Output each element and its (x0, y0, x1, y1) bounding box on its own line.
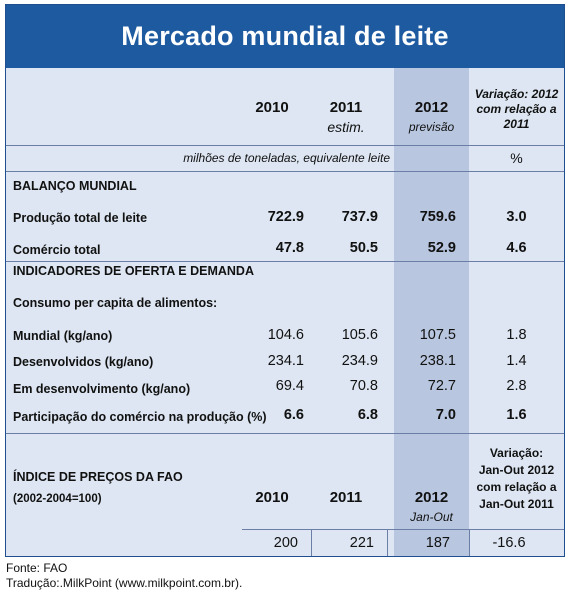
page-title: Mercado mundial de leite (121, 21, 449, 51)
cell-variation: 4.6 (506, 240, 527, 256)
header-variation-line: Variação: 2012 (474, 87, 559, 101)
header-variation: Variação: 2012 com relação a 2011 (469, 87, 564, 132)
divider (469, 529, 470, 556)
section-balanco: BALANÇO MUNDIAL (13, 179, 137, 193)
cell-2012: 238.1 (419, 353, 456, 369)
fao-variation-line: Variação: (489, 446, 544, 460)
translation-note: Tradução:.MilkPoint (www.milkpoint.com.b… (6, 576, 243, 590)
cell-2011: 70.8 (349, 378, 378, 394)
divider (6, 171, 564, 172)
cell-2011: 50.5 (349, 240, 378, 256)
cell-2012: 759.6 (419, 209, 456, 225)
units-pct: % (510, 150, 523, 166)
cell-2012: 7.0 (435, 407, 456, 423)
fao-variation-line: com relação a (476, 480, 557, 494)
fao-cell-variation: -16.6 (492, 535, 526, 551)
cell-2010: 69.4 (275, 378, 304, 394)
fao-index-base: (2002-2004=100) (13, 493, 102, 505)
header-2011-note: estim. (327, 119, 365, 135)
header-2011: 2011 (329, 99, 363, 116)
title-bar: Mercado mundial de leite (6, 5, 564, 68)
fao-variation-line: Jan-Out 2011 (479, 497, 554, 511)
milk-market-table: Mercado mundial de leite 2010 2011 estim… (5, 4, 565, 557)
fao-header-2011: 2011 (329, 489, 363, 506)
row-label: Mundial (kg/ano) (13, 329, 113, 343)
cell-2011: 234.9 (341, 353, 378, 369)
row-label: Desenvolvidos (kg/ano) (13, 355, 154, 369)
row-label: Em desenvolvimento (kg/ano) (13, 382, 191, 396)
cell-2011: 105.6 (341, 327, 378, 343)
divider (6, 261, 564, 262)
cell-2012: 52.9 (427, 240, 456, 256)
cell-2012: 107.5 (419, 327, 456, 343)
fao-cell-2012: 187 (425, 535, 450, 551)
header-2012-note: previsão (408, 120, 455, 134)
fao-cell-2010: 200 (273, 535, 298, 551)
fao-cell-2011: 221 (349, 535, 374, 551)
cell-variation: 1.6 (506, 407, 527, 423)
fao-variation-line: Jan-Out 2012 (478, 463, 555, 477)
row-label: Participação do comércio na produção (%) (13, 410, 267, 424)
cell-variation: 2.8 (506, 378, 527, 394)
fao-variation-header: Variação: Jan-Out 2012 com relação a Jan… (469, 445, 564, 513)
fao-header-2010: 2010 (255, 489, 289, 506)
cell-2011: 6.8 (357, 407, 378, 423)
units-label: milhões de toneladas, equivalente leite (183, 151, 390, 165)
cell-2010: 234.1 (267, 353, 304, 369)
fao-header-2012-note: Jan-Out (410, 510, 453, 524)
header-2012: 2012 (414, 99, 449, 116)
row-label: Produção total de leite (13, 211, 148, 225)
forecast-column-highlight (394, 68, 469, 556)
cell-variation: 1.4 (506, 353, 527, 369)
cell-2010: 6.6 (283, 407, 304, 423)
divider (242, 529, 564, 530)
cell-2010: 104.6 (267, 327, 304, 343)
fao-header-2012: 2012 (414, 489, 449, 506)
header-variation-line: 2011 (503, 117, 530, 131)
cell-variation: 1.8 (506, 327, 527, 343)
divider (311, 529, 312, 556)
section-indicadores: INDICADORES DE OFERTA E DEMANDA (13, 264, 254, 278)
cell-variation: 3.0 (506, 209, 527, 225)
cell-2011: 737.9 (341, 209, 378, 225)
cell-2010: 47.8 (275, 240, 304, 256)
header-2010: 2010 (255, 99, 289, 116)
fao-index-label: ÍNDICE DE PREÇOS DA FAO (13, 470, 183, 484)
divider (6, 145, 564, 146)
row-label: Comércio total (13, 243, 101, 257)
cell-2012: 72.7 (427, 378, 456, 394)
header-variation-line: com relação a (476, 102, 557, 116)
cell-2010: 722.9 (267, 209, 304, 225)
divider (6, 433, 564, 434)
section-consumo: Consumo per capita de alimentos: (13, 296, 218, 310)
divider (387, 529, 388, 556)
source-note: Fonte: FAO (6, 561, 68, 575)
